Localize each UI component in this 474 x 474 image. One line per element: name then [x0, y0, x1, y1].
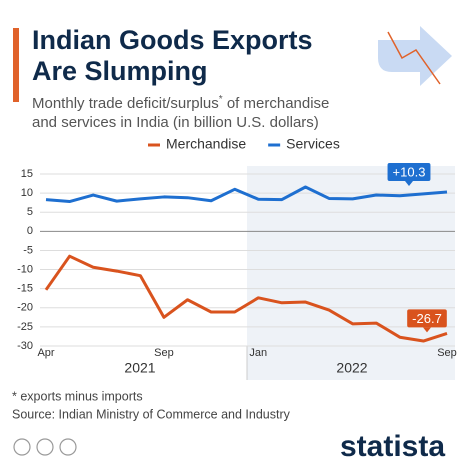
chart-title: Indian Goods Exports — [32, 25, 313, 55]
subtitle: Monthly trade deficit/surplus* of mercha… — [32, 94, 329, 112]
legend-label: Services — [286, 136, 340, 152]
x-tick-label: Apr — [37, 347, 54, 359]
data-label-box — [387, 162, 431, 181]
y-tick-label: 10 — [21, 187, 33, 199]
license-icons — [13, 438, 77, 456]
x-tick-label: Sep — [437, 347, 457, 359]
shaded-period — [247, 166, 455, 380]
data-label: +10.3 — [393, 164, 426, 179]
legend-label: Merchandise — [166, 136, 246, 152]
x-tick-label: Sep — [154, 347, 174, 359]
subtitle-text: of merchandise — [223, 95, 330, 112]
data-label-box — [407, 309, 447, 328]
data-label: -26.7 — [412, 311, 442, 326]
x-tick-label: Jan — [249, 347, 267, 359]
y-tick-label: 0 — [27, 225, 33, 237]
y-tick-label: -20 — [17, 302, 33, 314]
y-tick-label: -25 — [17, 321, 33, 333]
plot: 15 10 5 0 -5 -10 -15 -20 -25 -30 Apr Sep Jan Sep Merch… — [17, 136, 457, 359]
y-tick-label: -30 — [17, 340, 33, 352]
decor-arrow — [378, 26, 452, 86]
line-series — [44, 254, 448, 343]
decor-line — [387, 31, 441, 85]
data-label-pointer — [423, 327, 431, 333]
subtitle: and services in India (in billion U.S. d… — [32, 114, 319, 131]
chart-title: Are Slumping — [32, 56, 208, 86]
data-label-pointer — [405, 180, 413, 186]
subtitle-text: Monthly trade deficit/surplus — [32, 95, 219, 112]
y-tick-label: 15 — [21, 168, 33, 180]
subtitle-asterisk: * — [219, 94, 223, 105]
year-label: 2021 — [124, 360, 155, 376]
y-tick-label: 5 — [27, 206, 33, 218]
y-tick-label: -15 — [17, 283, 33, 295]
year-label: 2022 — [336, 360, 367, 376]
y-tick-label: -10 — [17, 263, 33, 275]
source: Source: Indian Ministry of Commerce and … — [12, 407, 291, 421]
accent-bar — [13, 28, 19, 102]
brand-logo: statista — [340, 430, 445, 463]
footnote: * exports minus imports — [12, 389, 143, 403]
line-series — [45, 185, 448, 204]
y-tick-label: -5 — [23, 244, 33, 256]
